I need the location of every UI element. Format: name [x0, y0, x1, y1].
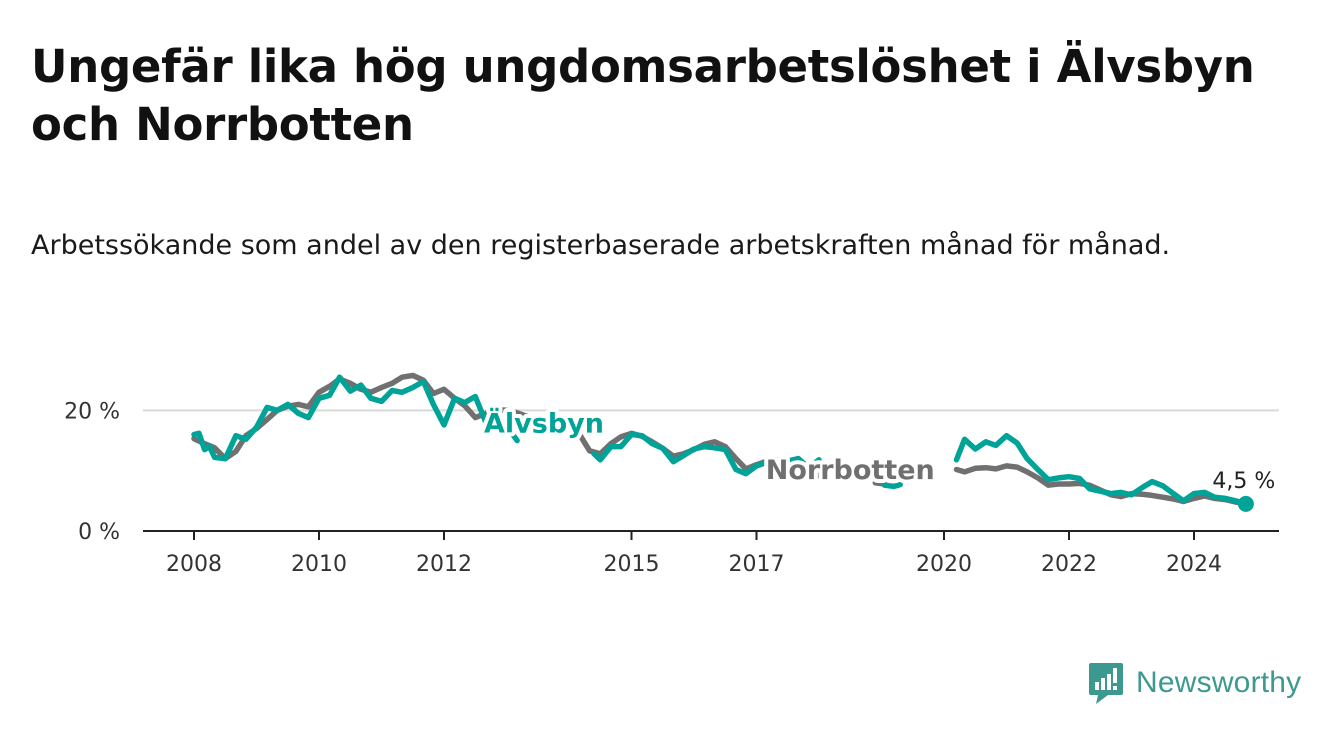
y-tick-label: 0 % [78, 520, 120, 545]
chart-title: Ungefär lika hög ungdomsarbetslöshet i Ä… [31, 40, 1255, 151]
x-tick-label: 2010 [291, 552, 347, 577]
series-line [881, 481, 903, 490]
x-tick-label: 2017 [729, 552, 785, 577]
series-line [191, 372, 822, 481]
chart-subtitle: Arbetssökande som andel av den registerb… [31, 230, 1171, 261]
x-tick-label: 2012 [416, 552, 472, 577]
x-tick-label: 2020 [916, 552, 972, 577]
series-label: Norrbotten [766, 455, 935, 486]
brand-name: Newsworthy [1136, 666, 1302, 699]
x-tick-label: 2022 [1041, 552, 1097, 577]
series-line [953, 432, 1249, 507]
end-point-marker [1237, 495, 1254, 512]
series-line [191, 374, 520, 462]
series-label: Älvsbyn [484, 407, 604, 439]
series-line [953, 463, 1249, 507]
series-label-halo: Älvsbyn [484, 407, 604, 439]
y-tick-label: 20 % [64, 399, 120, 424]
series-alvsbyn [191, 374, 1249, 507]
series-label-halo: Norrbotten [766, 455, 935, 486]
axes: 0 % 20 % 2008 2010 2012 2015 2017 2020 2022 2024 [64, 399, 1279, 577]
bar-chart-exclamation-icon [1089, 663, 1123, 704]
newsworthy-logo: Newsworthy [1088, 660, 1318, 706]
series-line [591, 431, 822, 477]
x-tick-label: 2008 [166, 552, 222, 577]
x-tick-label: 2024 [1166, 552, 1222, 577]
x-tick-label: 2015 [604, 552, 660, 577]
end-value-label: 4,5 % [1212, 469, 1275, 494]
end-value-label-halo: 4,5 % [1212, 469, 1275, 494]
